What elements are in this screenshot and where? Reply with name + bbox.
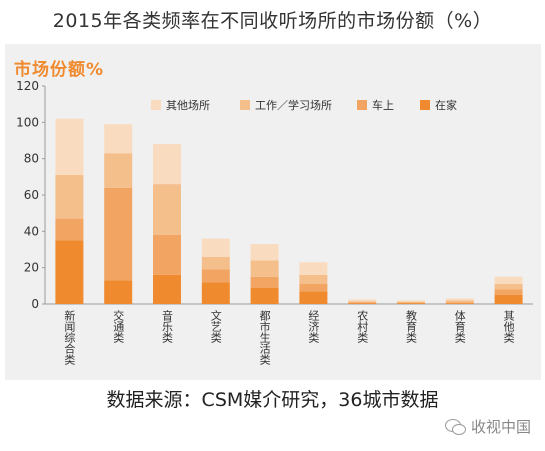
- x-tick-label: 音乐类: [161, 309, 174, 344]
- bar-segment: [445, 302, 474, 304]
- y-tick-label: 100: [16, 115, 39, 129]
- bar-segment: [55, 218, 84, 241]
- bar-segment: [153, 184, 181, 235]
- bar-segment: [397, 303, 425, 304]
- x-tick-label: 交通类: [112, 309, 125, 344]
- y-tick-label: 60: [24, 188, 39, 202]
- bar-segment: [397, 300, 425, 302]
- bar-segment: [348, 299, 377, 302]
- bar-segment: [397, 302, 425, 304]
- x-tick-label: 其他类: [502, 310, 515, 344]
- bar-segment: [55, 240, 84, 304]
- bar-segment: [153, 234, 181, 275]
- bar-segment: [348, 302, 377, 304]
- bar-segment: [299, 291, 328, 304]
- chart-bars: [55, 118, 523, 304]
- legend-swatch: [420, 100, 430, 110]
- chart-title: 市场份额%: [14, 60, 105, 80]
- x-tick-label: 农村类: [356, 309, 369, 344]
- x-tick-label: 文艺类: [209, 309, 222, 344]
- legend-swatch: [357, 100, 367, 110]
- y-tick-label: 0: [31, 297, 39, 311]
- bar-segment: [201, 256, 230, 270]
- bar-segment: [445, 303, 474, 304]
- bar-segment: [494, 276, 523, 285]
- bar-segment: [250, 244, 279, 261]
- bar-segment: [250, 276, 279, 288]
- bar-segment: [153, 144, 181, 185]
- x-tick-label: 经济类: [307, 310, 320, 344]
- bar-segment: [445, 298, 474, 301]
- x-tick-label: 新闻综合类: [63, 309, 76, 366]
- y-tick-label: 120: [16, 79, 39, 93]
- bar-segment: [494, 284, 523, 290]
- bar-segment: [299, 262, 328, 275]
- watermark: 收视中国: [444, 416, 531, 437]
- chart-axes: 0 20 40 60 80 100 120 新闻综合类 交通类 音乐类 文艺类 都市生活类 经济类 农村类…: [16, 79, 533, 366]
- source-note: 数据来源：CSM媒介研究，36城市数据: [106, 389, 439, 411]
- bar-segment: [104, 187, 133, 281]
- bar-segment: [201, 269, 230, 283]
- legend-label: 其他场所: [166, 98, 210, 112]
- bar-segment: [153, 274, 181, 304]
- bar-segment: [104, 124, 133, 154]
- y-tick-label: 40: [24, 224, 39, 238]
- bar-segment: [299, 274, 328, 285]
- bar-segment: [445, 300, 474, 303]
- y-tick-label: 20: [24, 261, 39, 275]
- x-tick-label: 教育类: [405, 310, 418, 344]
- legend-swatch: [240, 100, 250, 110]
- bar-segment: [250, 287, 279, 304]
- bar-segment: [201, 282, 230, 304]
- bar-segment: [104, 280, 133, 304]
- stacked-bar-chart: 0 20 40 60 80 100 120 新闻综合类 交通类 音乐类 文艺类 都市生活类 经济类 农村类…: [16, 79, 533, 366]
- legend-label: 在家: [435, 98, 457, 112]
- bar-segment: [494, 289, 523, 295]
- bar-segment: [348, 303, 377, 304]
- legend-label: 车上: [372, 98, 394, 112]
- legend-swatch: [151, 100, 161, 110]
- bar-segment: [55, 175, 84, 219]
- y-tick-label: 80: [24, 152, 39, 166]
- bar-segment: [348, 301, 377, 303]
- wechat-icon: [444, 418, 467, 435]
- bar-segment: [201, 238, 230, 257]
- chart-legend: 其他场所 工作／学习场所 车上 在家: [151, 98, 457, 112]
- watermark-text: 收视中国: [470, 418, 531, 436]
- bar-segment: [397, 301, 425, 303]
- x-tick-label: 都市生活类: [258, 310, 271, 366]
- bar-segment: [494, 294, 523, 304]
- page-title: 2015年各类频率在不同收听场所的市场份额（%）: [52, 10, 493, 32]
- x-tick-label: 体育类: [453, 309, 466, 344]
- legend-label: 工作／学习场所: [255, 98, 332, 112]
- bar-segment: [104, 153, 133, 188]
- bar-segment: [55, 118, 84, 176]
- chart-panel: 市场份额% 0 20 40 60 80 100 120 新闻综合类 交通类 音乐类 文艺类 都市生活类…: [5, 44, 541, 380]
- bar-segment: [250, 260, 279, 277]
- bar-segment: [299, 284, 328, 292]
